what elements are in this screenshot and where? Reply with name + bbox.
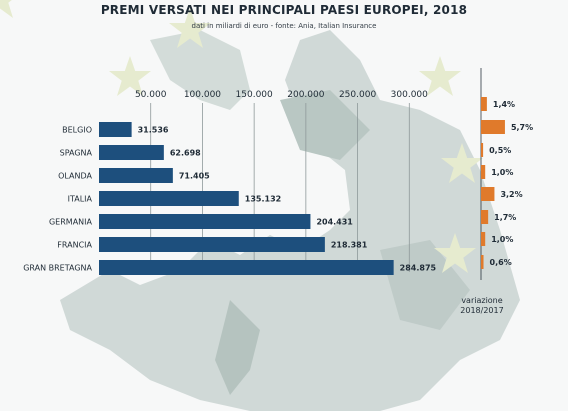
variation-bar-6 <box>481 232 486 246</box>
variation-label: variazione 2018/2017 <box>452 296 512 316</box>
value-label-4: 204.431 <box>316 218 353 227</box>
value-label-0: 31.536 <box>138 126 169 135</box>
bar-0 <box>99 122 132 137</box>
category-label-0: BELGIO <box>62 126 92 135</box>
value-label-3: 135.132 <box>245 195 281 204</box>
x-tick-label-1: 100.000 <box>184 90 221 100</box>
variation-value-label-3: 1,0% <box>491 168 513 177</box>
bar-2 <box>99 168 173 183</box>
variation-value-label-7: 0,6% <box>490 258 512 267</box>
variation-bar-0 <box>481 97 487 111</box>
variation-value-label-2: 0,5% <box>489 146 511 155</box>
bar-6 <box>99 260 394 275</box>
x-tick-label-2: 150.000 <box>236 90 273 100</box>
chart-title: PREMI VERSATI NEI PRINCIPALI PAESI EUROP… <box>100 3 468 17</box>
variation-value-label-1: 5,7% <box>511 123 533 132</box>
variation-value-label-4: 3,2% <box>500 190 522 199</box>
bar-3 <box>99 191 239 206</box>
category-label-6: GRAN BRETAGNA <box>23 264 92 273</box>
variation-value-label-0: 1,4% <box>493 100 515 109</box>
value-label-2: 71.405 <box>179 172 210 181</box>
x-tick-label-3: 200.000 <box>287 90 324 100</box>
value-label-6: 284.875 <box>400 264 437 273</box>
variation-value-label-6: 1,0% <box>491 235 513 244</box>
category-label-3: ITALIA <box>68 195 93 204</box>
chart-subtitle: dati in miliardi di euro - fonte: Ania, … <box>191 22 377 30</box>
bar-1 <box>99 145 164 160</box>
x-tick-label-5: 300.000 <box>391 90 428 100</box>
variation-bar-3 <box>481 165 486 179</box>
variation-bar-4 <box>481 187 495 201</box>
variation-bar-1 <box>481 120 505 134</box>
value-label-5: 218.381 <box>331 241 368 250</box>
value-label-1: 62.698 <box>170 149 201 158</box>
variation-value-label-5: 1,7% <box>494 213 516 222</box>
variation-bar-7 <box>481 255 484 269</box>
x-tick-label-0: 50.000 <box>135 90 167 100</box>
category-label-4: GERMANIA <box>49 218 93 227</box>
x-tick-label-4: 250.000 <box>339 90 376 100</box>
variation-label-line1: variazione <box>461 296 503 305</box>
bar-5 <box>99 237 325 252</box>
category-label-1: SPAGNA <box>60 149 93 158</box>
category-label-5: FRANCIA <box>57 241 92 250</box>
variation-label-line2: 2018/2017 <box>460 306 504 315</box>
category-label-2: OLANDA <box>58 172 92 181</box>
bar-4 <box>99 214 311 229</box>
variation-bar-5 <box>481 210 489 224</box>
variation-bar-2 <box>481 143 484 157</box>
